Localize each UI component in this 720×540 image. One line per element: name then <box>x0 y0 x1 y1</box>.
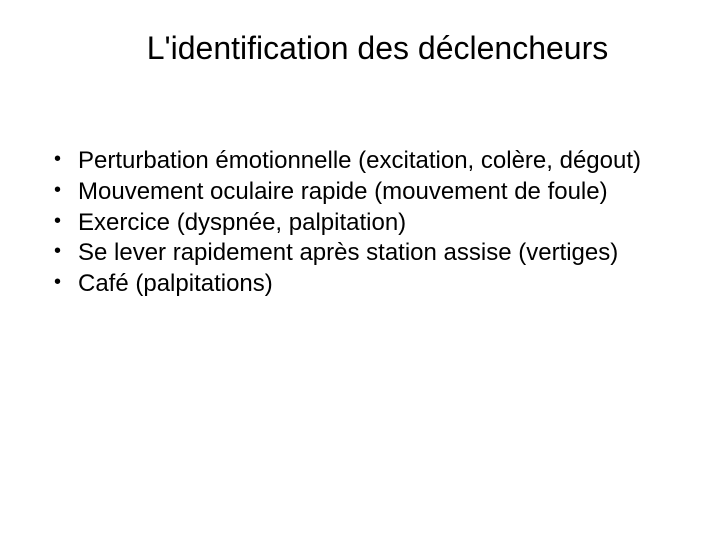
bullet-item: Exercice (dyspnée, palpitation) <box>50 209 680 238</box>
slide-container: L'identification des déclencheurs Pertur… <box>0 0 720 540</box>
bullet-item: Perturbation émotionnelle (excitation, c… <box>50 147 680 176</box>
bullet-item: Se lever rapidement après station assise… <box>50 239 680 268</box>
slide-title: L'identification des déclencheurs <box>75 30 680 67</box>
bullet-item: Café (palpitations) <box>50 270 680 299</box>
bullet-list: Perturbation émotionnelle (excitation, c… <box>40 147 680 299</box>
bullet-item: Mouvement oculaire rapide (mouvement de … <box>50 178 680 207</box>
